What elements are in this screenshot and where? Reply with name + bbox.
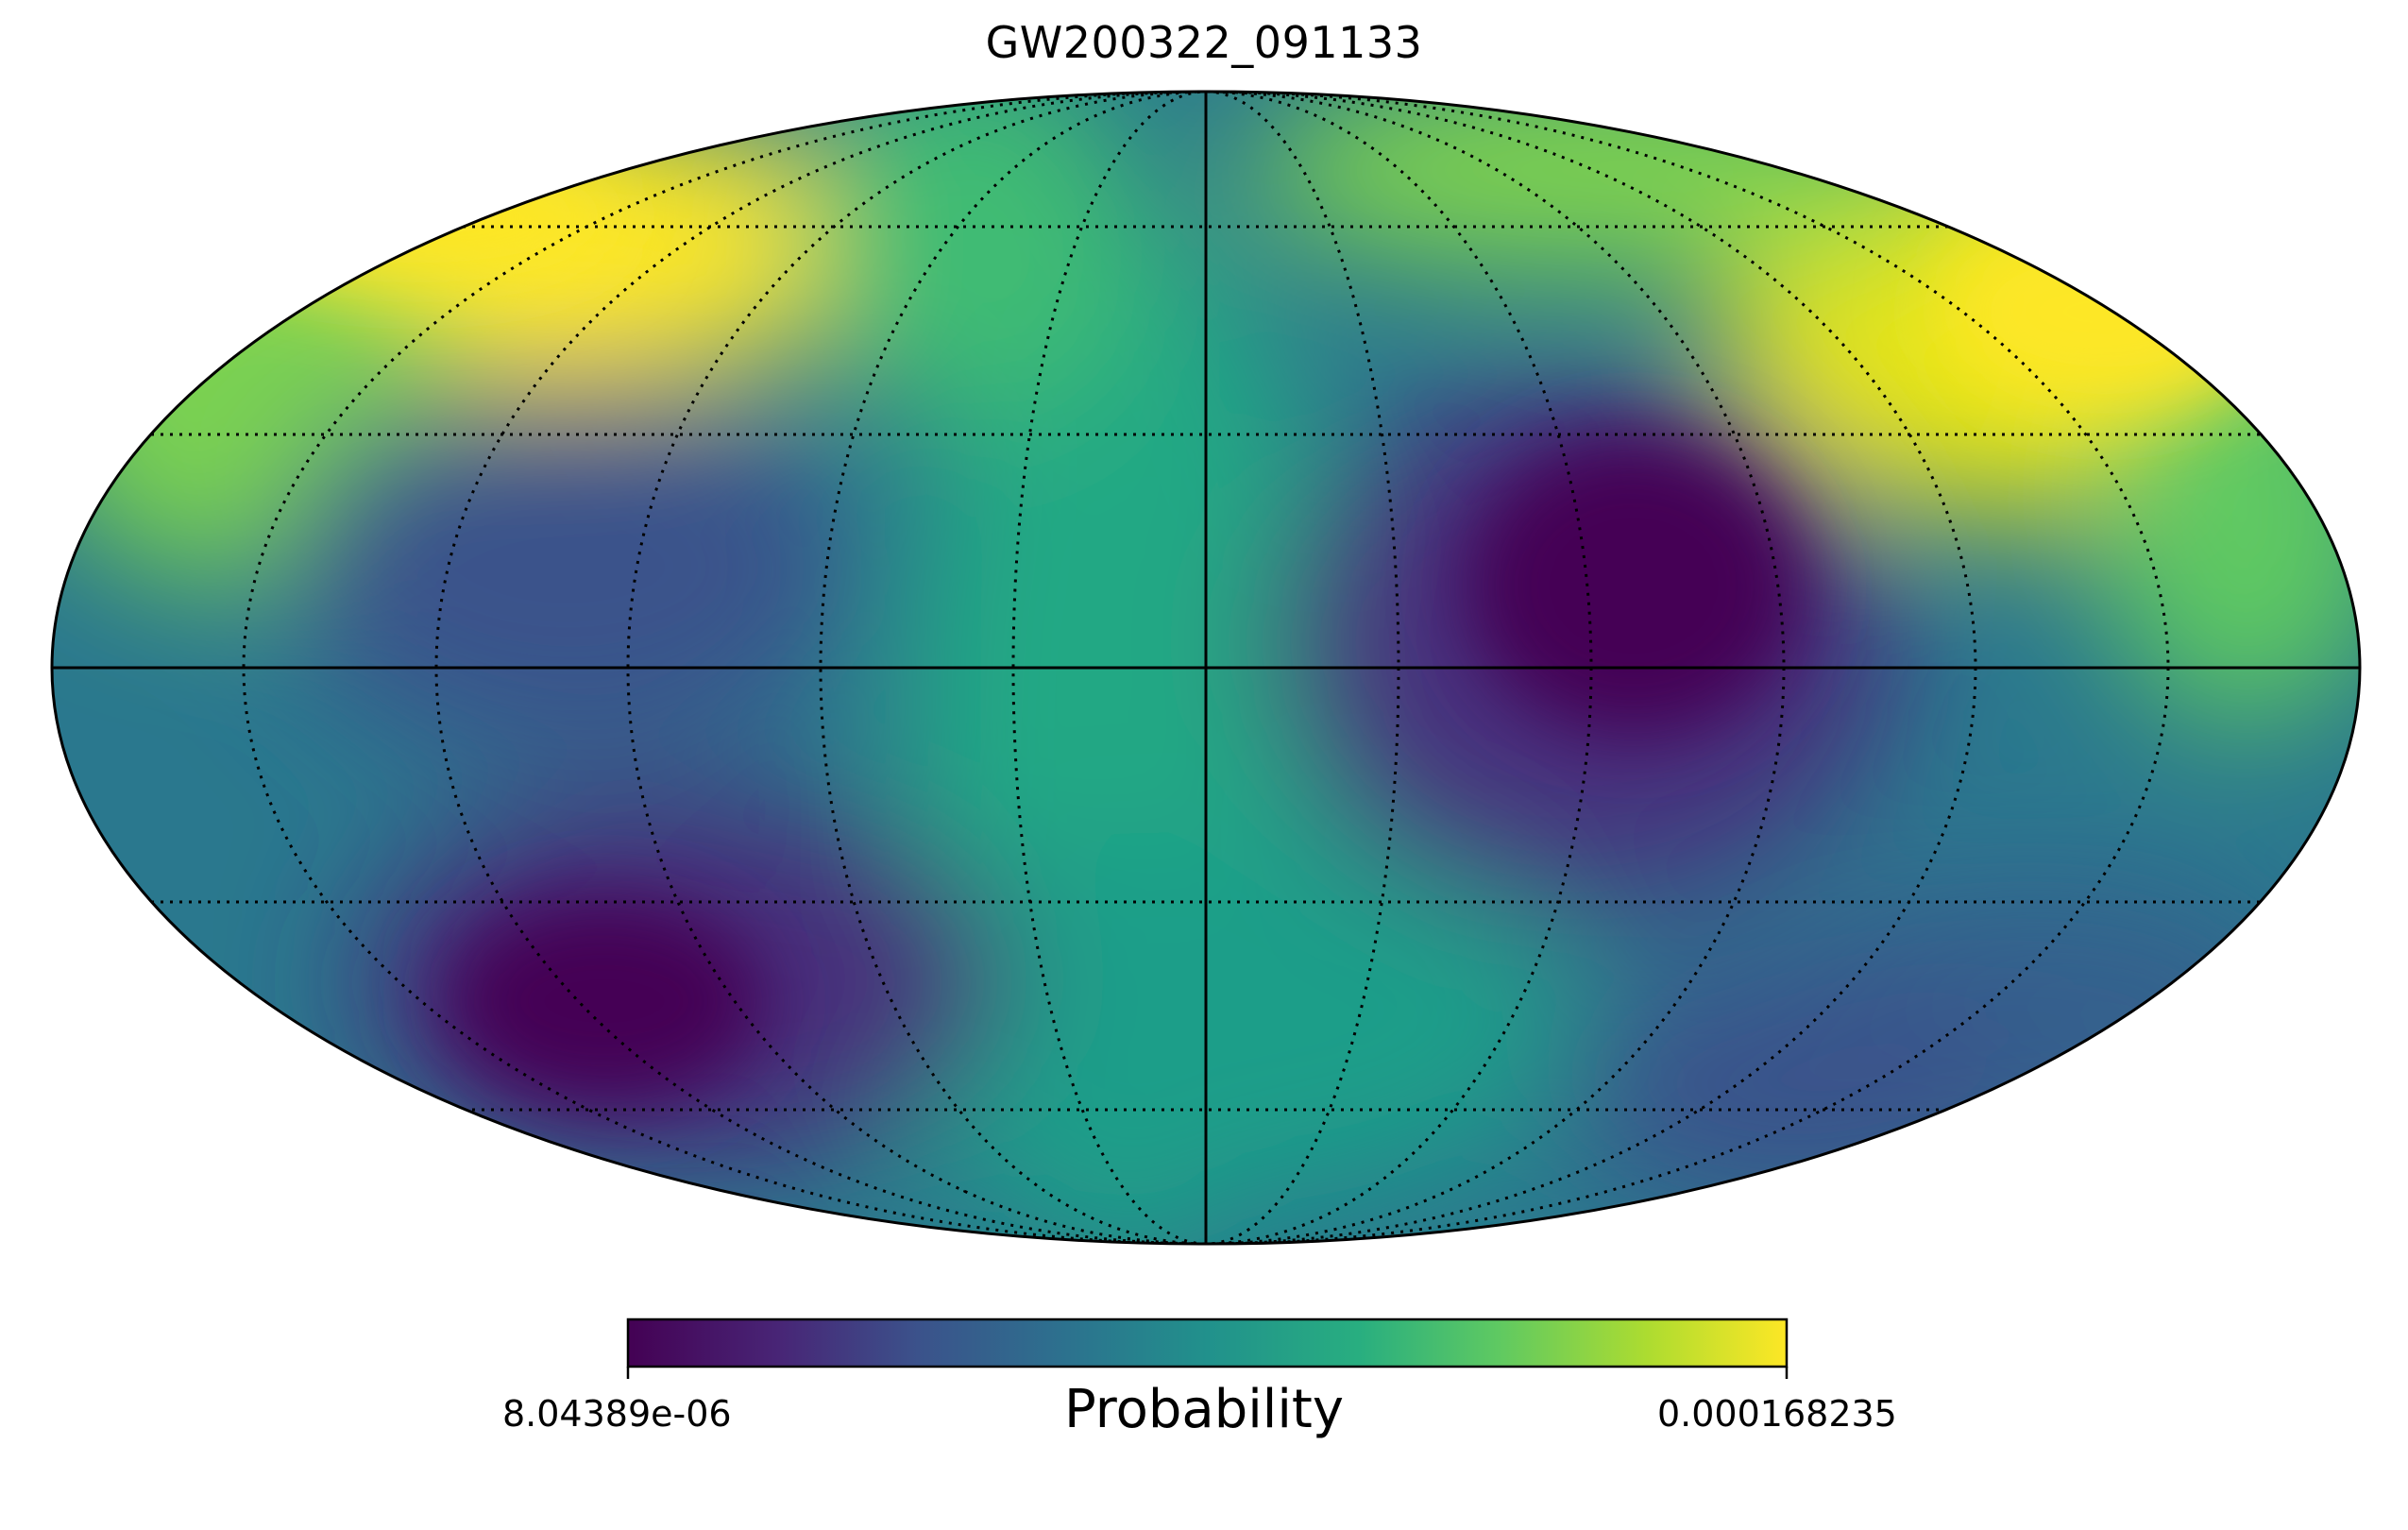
- colorbar-label: Probability: [1063, 1379, 1345, 1440]
- colorbar: [626, 1318, 1789, 1368]
- probability-heatmap: [52, 92, 2360, 1244]
- map-title: GW200322_091133: [985, 17, 1423, 68]
- colorbar-min-label: 8.04389e-06: [502, 1393, 732, 1435]
- map-outline: [50, 90, 2362, 1246]
- colorbar-max-label: 0.000168235: [1657, 1393, 1897, 1435]
